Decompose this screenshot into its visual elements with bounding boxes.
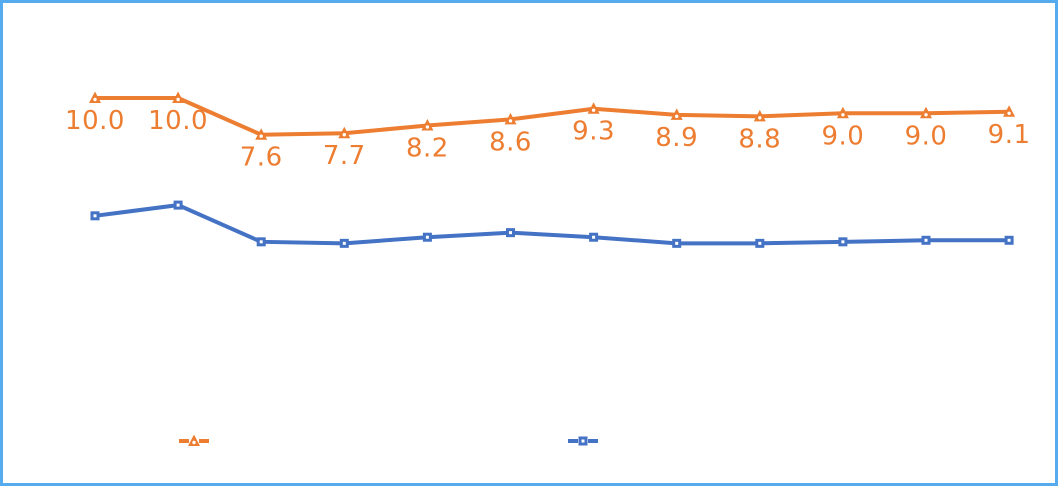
data-point-marker bbox=[836, 106, 849, 119]
data-point-label: 8.9 bbox=[655, 123, 698, 153]
data-point-marker bbox=[173, 200, 183, 210]
data-point-label: 10.0 bbox=[148, 106, 208, 136]
data-point-label: 8.8 bbox=[738, 124, 781, 154]
legend-square-marker-icon bbox=[578, 436, 588, 446]
series-line bbox=[95, 96, 1010, 137]
data-point-marker bbox=[755, 238, 765, 248]
data-point-marker bbox=[920, 106, 932, 119]
legend-entry-blue-square-series bbox=[568, 436, 598, 446]
data-point-label: 7.7 bbox=[323, 141, 366, 171]
data-point-label: 9.0 bbox=[905, 121, 948, 151]
data-point-label: 10.0 bbox=[65, 106, 125, 136]
data-point-marker bbox=[89, 91, 101, 103]
data-point-marker bbox=[172, 91, 185, 103]
data-point-marker bbox=[921, 235, 931, 245]
legend-entry-orange-triangle-series bbox=[179, 434, 209, 446]
data-point-marker bbox=[587, 102, 600, 114]
data-point-label: 9.3 bbox=[572, 117, 615, 147]
data-point-marker bbox=[256, 237, 266, 247]
data-point-marker bbox=[338, 126, 351, 139]
data-point-marker bbox=[255, 128, 268, 140]
data-point-marker bbox=[504, 112, 517, 125]
data-point-label: 9.1 bbox=[988, 120, 1031, 150]
data-point-marker bbox=[672, 238, 682, 248]
data-point-marker bbox=[589, 232, 599, 242]
legend-triangle-marker-icon bbox=[188, 434, 200, 446]
series-line bbox=[94, 203, 1010, 246]
data-point-marker bbox=[670, 108, 683, 120]
data-point-label: 9.0 bbox=[821, 121, 864, 151]
data-point-marker bbox=[838, 237, 848, 247]
data-point-marker bbox=[753, 109, 766, 122]
line-chart: 10.0 10.0 7.6 7.7 8.2 8.6 9.3 8.9 8.8 9.0 9.0 9.1 bbox=[65, 91, 1031, 446]
data-point-marker bbox=[90, 211, 100, 221]
data-point-marker bbox=[422, 232, 432, 242]
series-blue-square-series bbox=[90, 200, 1014, 248]
series-orange-triangle-series: 10.0 10.0 7.6 7.7 8.2 8.6 9.3 8.9 8.8 9.0 9.0 9.1 bbox=[65, 91, 1031, 173]
data-point-marker bbox=[339, 238, 349, 248]
data-point-marker bbox=[1003, 105, 1016, 117]
data-point-marker bbox=[421, 119, 434, 131]
chart-legend bbox=[179, 434, 598, 446]
data-point-marker bbox=[1004, 235, 1014, 245]
data-point-label: 7.6 bbox=[240, 143, 283, 173]
data-point-marker bbox=[506, 228, 515, 238]
data-point-label: 8.6 bbox=[489, 127, 532, 157]
data-point-label: 8.2 bbox=[406, 134, 449, 164]
